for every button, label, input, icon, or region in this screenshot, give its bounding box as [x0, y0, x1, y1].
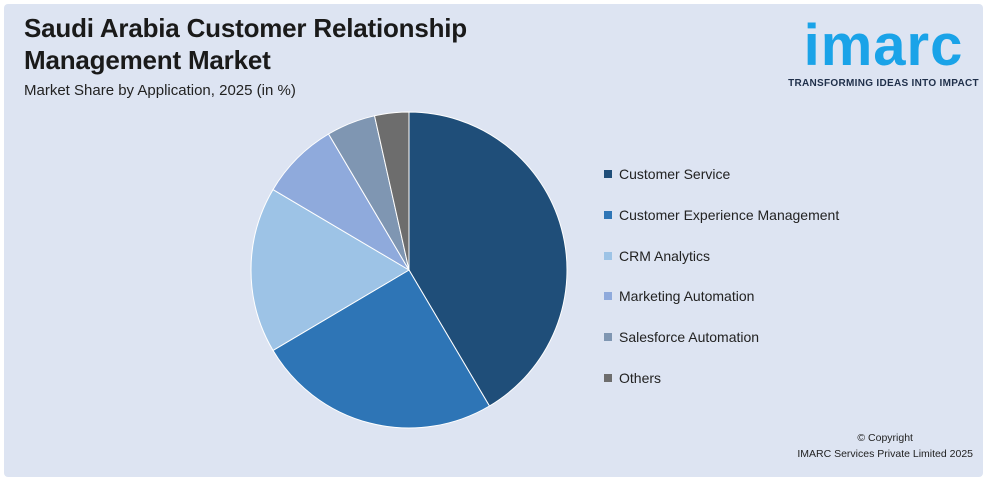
chart-subtitle: Market Share by Application, 2025 (in %): [24, 82, 296, 99]
legend-item: CRM Analytics: [604, 246, 839, 287]
pie-slice-others: [373, 111, 410, 271]
pie-slices: [250, 111, 568, 429]
legend-item: Customer Service: [604, 164, 839, 205]
legend-swatch: [604, 210, 612, 219]
legend-label: Customer Service: [619, 166, 731, 182]
legend-label: Marketing Automation: [619, 288, 755, 305]
legend-swatch: [604, 373, 612, 382]
copyright-owner: IMARC Services Private Limited 2025: [797, 448, 973, 460]
legend-item: Customer Experience Management: [604, 205, 839, 246]
legend-item: Others: [604, 368, 839, 409]
legend-label: Salesforce Automation: [619, 329, 760, 346]
legend-swatch: [604, 251, 612, 260]
copyright-notice: © Copyright IMARC Services Private Limit…: [797, 430, 973, 462]
legend-label: CRM Analytics: [619, 247, 711, 264]
pie-slice-customer-experience-management: [272, 269, 491, 429]
legend-swatch: [604, 292, 612, 301]
logo-wordmark: imarc: [803, 13, 964, 78]
pie-slice-crm-analytics: [250, 188, 410, 352]
pie-slice-customer-service: [408, 111, 568, 407]
copyright-line: © Copyright: [857, 432, 913, 444]
logo-tagline: TRANSFORMING IDEAS INTO IMPACT: [788, 78, 979, 89]
chart-legend: Customer Service Customer Experience Man…: [604, 164, 839, 409]
chart-title: Saudi Arabia Customer Relationship Manag…: [24, 13, 467, 75]
imarc-logo: imarc TRANSFORMING IDEAS INTO IMPACT: [786, 10, 981, 95]
legend-swatch: [604, 170, 612, 178]
legend-item: Salesforce Automation: [604, 327, 839, 368]
legend-swatch: [604, 333, 612, 342]
legend-item: Marketing Automation: [604, 286, 839, 327]
legend-label: Others: [619, 369, 662, 386]
legend-label: Customer Experience Management: [619, 206, 840, 223]
